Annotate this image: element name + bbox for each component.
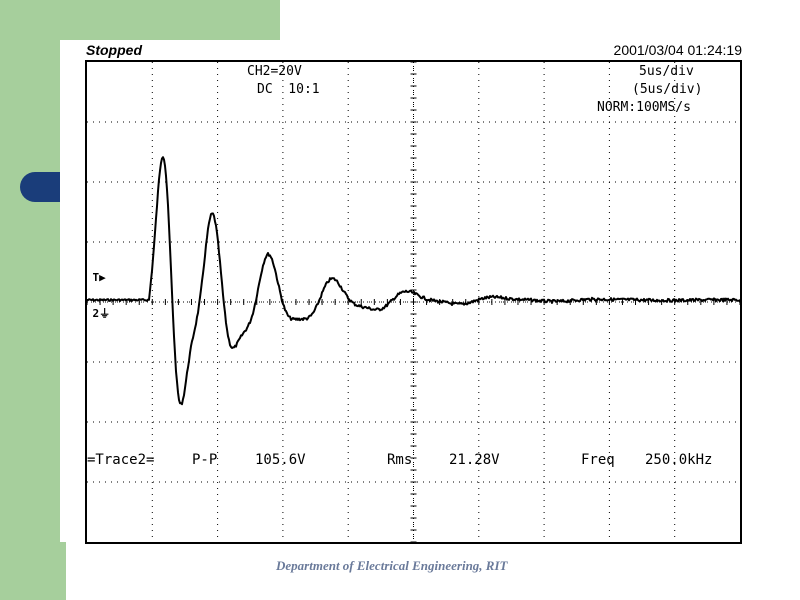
trigger-level-marker: T▶: [66, 258, 106, 297]
scope-header: Stopped 2001/03/04 01:24:19: [60, 40, 742, 58]
trigger-marker-label: T: [92, 271, 100, 284]
waveform-canvas: [86, 61, 741, 543]
measurement-trace-label: =Trace2=: [87, 452, 155, 468]
oscilloscope-screenshot: Stopped 2001/03/04 01:24:19 CH2=20V DC 1…: [60, 40, 742, 544]
measurement-pp-value: 105.6V: [255, 452, 306, 468]
measurement-freq-value: 250.0kHz: [645, 452, 713, 468]
ground-icon: ⏚: [99, 307, 111, 320]
measurement-freq-label: Freq: [581, 452, 615, 468]
slide-decoration-left: [0, 0, 60, 600]
acquisition-mode: NORM:100MS/s: [597, 100, 691, 115]
timebase-delayed: (5us/div): [632, 82, 703, 97]
measurement-rms-label: Rms: [387, 452, 413, 468]
channel-coupling: DC 10:1: [257, 82, 320, 97]
graticule-grid: [86, 61, 741, 543]
acquisition-status: Stopped: [86, 42, 142, 58]
scope-display: CH2=20V DC 10:1 5us/div (5us/div) NORM:1…: [85, 60, 742, 544]
timebase-main: 5us/div: [639, 64, 694, 79]
measurement-rms-value: 21.28V: [449, 452, 500, 468]
channel-ground-marker: 2⏚: [66, 292, 111, 334]
channel-marker-label: 2: [92, 307, 100, 320]
measurement-pp-label: P-P: [192, 452, 218, 468]
waveform-trace: [86, 156, 741, 406]
slide-decoration-bottom: [0, 540, 66, 600]
slide-footer: Department of Electrical Engineering, RI…: [276, 558, 508, 573]
channel-scale: CH2=20V: [247, 64, 302, 79]
trigger-arrow-icon: ▶: [99, 271, 106, 284]
capture-timestamp: 2001/03/04 01:24:19: [613, 42, 742, 58]
